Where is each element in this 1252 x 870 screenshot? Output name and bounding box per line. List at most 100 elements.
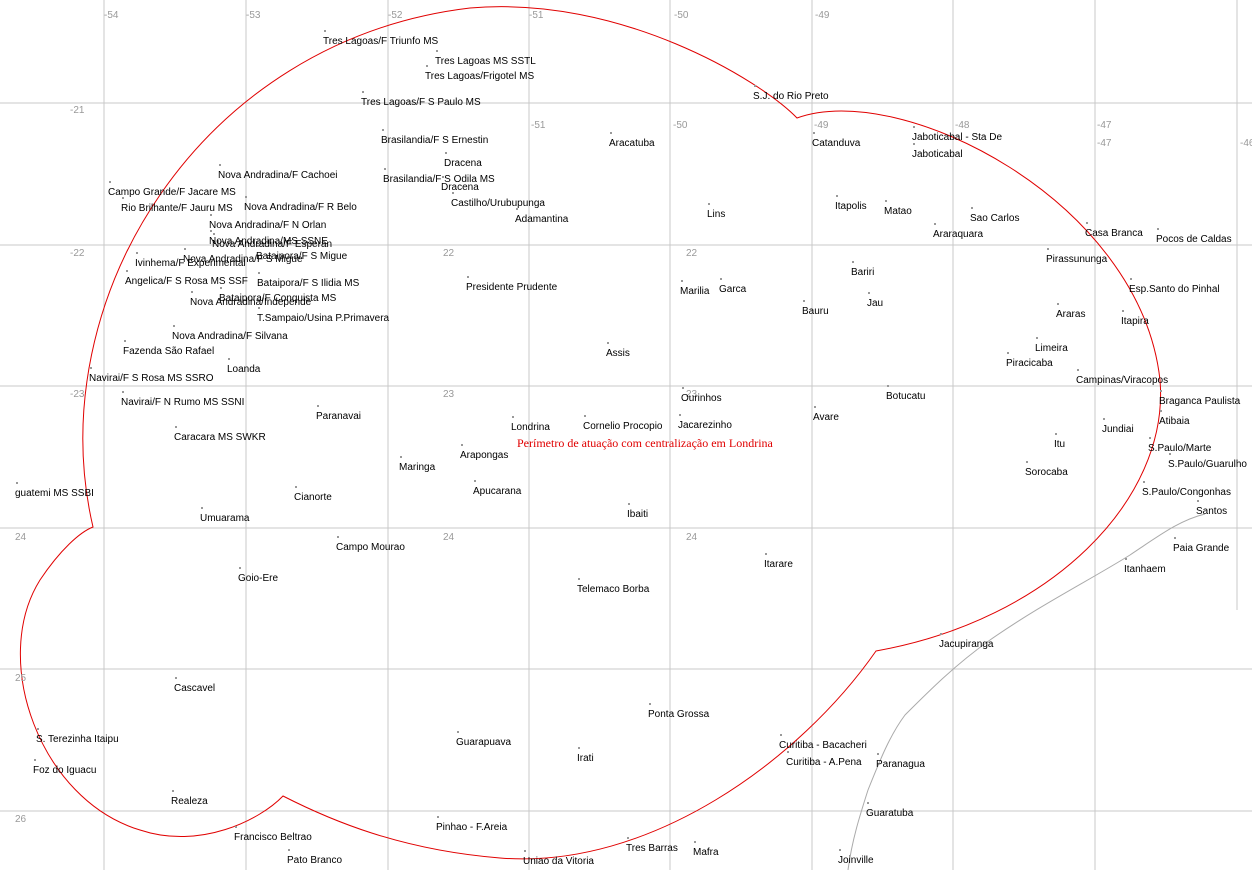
perimeter-label: Perímetro de atuação com centralização e… xyxy=(517,436,774,450)
place-label: Ponta Grossa xyxy=(648,709,710,720)
place-label: Araras xyxy=(1056,309,1085,320)
place-marker xyxy=(813,132,815,134)
place-marker xyxy=(90,367,92,369)
place-marker xyxy=(754,85,756,87)
place-label: Jaboticabal - Sta De xyxy=(912,132,1002,143)
place-marker xyxy=(191,291,193,293)
place-marker xyxy=(940,633,942,635)
place-marker xyxy=(1036,337,1038,339)
place-label: Umuarama xyxy=(200,513,250,524)
grid-label: -49 xyxy=(814,120,829,131)
place-label: S.Paulo/Guarulho xyxy=(1168,459,1247,470)
place-label: S.Paulo/Congonhas xyxy=(1142,487,1231,498)
place-marker xyxy=(337,536,339,538)
place-marker xyxy=(1122,310,1124,312)
grid-label: -46 xyxy=(1240,138,1252,149)
place-marker xyxy=(436,50,438,52)
place-marker xyxy=(34,759,36,761)
place-marker xyxy=(787,751,789,753)
place-label: Loanda xyxy=(227,364,261,375)
place-label: Goio-Ere xyxy=(238,573,278,584)
place-marker xyxy=(971,207,973,209)
grid-label: -48 xyxy=(955,120,970,131)
place-label: Matao xyxy=(884,206,912,217)
place-label: Itarare xyxy=(764,559,793,570)
place-marker xyxy=(426,65,428,67)
place-label: Paia Grande xyxy=(1173,543,1230,554)
place-marker xyxy=(136,252,138,254)
place-label: Bauru xyxy=(802,306,829,317)
place-label: Esp.Santo do Pinhal xyxy=(1129,284,1220,295)
place-label: Braganca Paulista xyxy=(1159,396,1241,407)
grid-label: -47 xyxy=(1097,138,1112,149)
place-label: Bataipora/F S Migue xyxy=(256,251,348,262)
place-label: Jacarezinho xyxy=(678,420,732,431)
place-label: Nova Andradina/F Cachoei xyxy=(218,170,338,181)
grid-label: -54 xyxy=(104,10,119,21)
place-label: Pato Branco xyxy=(287,855,342,866)
place-label: Curitiba - Bacacheri xyxy=(779,740,867,751)
place-marker xyxy=(235,826,237,828)
place-marker xyxy=(239,567,241,569)
place-marker xyxy=(382,129,384,131)
place-marker xyxy=(126,270,128,272)
place-label: Dracena xyxy=(444,158,482,169)
place-marker xyxy=(679,414,681,416)
place-label: Catanduva xyxy=(812,138,861,149)
grid-label: -23 xyxy=(70,389,85,400)
place-label: Brasilandia/F S Ernestin xyxy=(381,135,488,146)
grid-label: 22 xyxy=(686,248,698,259)
place-marker xyxy=(887,385,889,387)
place-marker xyxy=(210,230,212,232)
place-marker xyxy=(1055,433,1057,435)
place-label: Nova Andradina/F Silvana xyxy=(172,331,288,342)
place-marker xyxy=(219,164,221,166)
place-label: Mafra xyxy=(693,847,719,858)
place-label: Tres Lagoas MS SSTL xyxy=(435,56,536,67)
place-label: guatemi MS SSBI xyxy=(15,488,94,499)
coastline xyxy=(847,513,1206,870)
place-label: Itapira xyxy=(1121,316,1149,327)
grid-label: -50 xyxy=(674,10,689,21)
place-label: Caracara MS SWKR xyxy=(174,432,266,443)
place-marker xyxy=(258,272,260,274)
grid-label: -52 xyxy=(388,10,403,21)
place-label: Santos xyxy=(1196,506,1227,517)
place-marker xyxy=(913,143,915,145)
place-label: Tres Lagoas/F S Paulo MS xyxy=(361,97,481,108)
place-marker xyxy=(694,841,696,843)
place-marker xyxy=(201,507,203,509)
place-marker xyxy=(682,387,684,389)
place-label: Tres Lagoas/Frigotel MS xyxy=(425,71,534,82)
place-label: Campinas/Viracopos xyxy=(1076,375,1168,386)
place-marker xyxy=(1007,352,1009,354)
grid-label: -51 xyxy=(531,120,546,131)
place-marker xyxy=(1169,453,1171,455)
place-marker xyxy=(122,391,124,393)
place-label: Nova Andradina/Independe xyxy=(190,297,312,308)
place-label: S.J. do Rio Preto xyxy=(753,91,829,102)
place-label: Itu xyxy=(1054,439,1065,450)
places: Tres Lagoas/F Triunfo MS Tres Lagoas MS S… xyxy=(15,30,1247,867)
place-label: Nova Andradina/MS SSNE xyxy=(209,236,328,247)
place-label: Nova Andradina/F R Belo xyxy=(244,202,357,213)
place-label: Telemaco Borba xyxy=(577,584,650,595)
place-label: Jaboticabal xyxy=(912,149,963,160)
place-label: Cascavel xyxy=(174,683,215,694)
place-label: S. Terezinha Itaipu xyxy=(36,734,119,745)
place-label: Angelica/F S Rosa MS SSF xyxy=(125,276,248,287)
place-label: Garca xyxy=(719,284,747,295)
place-marker xyxy=(765,553,767,555)
place-label: Fazenda São Rafael xyxy=(123,346,214,357)
place-label: Cianorte xyxy=(294,492,332,503)
place-label: Londrina xyxy=(511,422,550,433)
place-label: Assis xyxy=(606,348,630,359)
grid-label: -47 xyxy=(1097,120,1112,131)
place-marker xyxy=(867,802,869,804)
place-label: T.Sampaio/Usina P.Primavera xyxy=(257,313,390,324)
place-marker xyxy=(258,307,260,309)
place-label: S.Paulo/Marte xyxy=(1148,443,1212,454)
place-label: Joinville xyxy=(838,855,874,866)
place-label: Jundiai xyxy=(1102,424,1134,435)
place-marker xyxy=(245,196,247,198)
